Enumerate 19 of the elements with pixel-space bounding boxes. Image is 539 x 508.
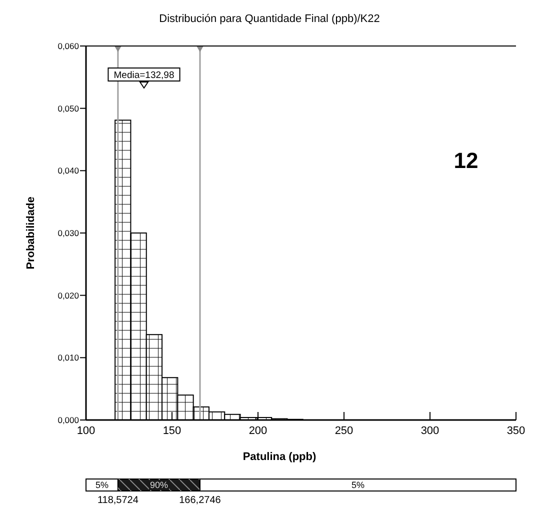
y-axis-title: Probabilidade (25, 196, 37, 270)
x-tick-label: 200 (248, 425, 268, 437)
chart-title: Distribución para Quantidade Final (ppb)/K22 (159, 13, 380, 25)
x-tick-label: 100 (76, 425, 96, 437)
x-axis-title: Patulina (ppb) (242, 451, 316, 463)
x-tick-label: 250 (334, 425, 354, 437)
y-tick-label: 0,010 (58, 352, 80, 363)
y-tick-label: 0,020 (58, 290, 80, 300)
y-tick-label: 0,060 (58, 41, 80, 51)
y-tick-label: 0,000 (58, 415, 80, 425)
percentile-strip: 5% 90% 5% 118,5724 166,2746 (86, 478, 516, 506)
y-tick-label: 0,050 (58, 103, 80, 114)
y-tick-label: 0,030 (58, 228, 80, 238)
annotation: 12 (454, 148, 478, 173)
x-tick-label: 300 (420, 425, 440, 437)
x-tick-label: 150 (162, 425, 182, 437)
annotation: Media=132,98 (114, 70, 174, 81)
x-tick-label: 350 (506, 425, 526, 437)
y-tick-label: 0,040 (58, 166, 80, 176)
